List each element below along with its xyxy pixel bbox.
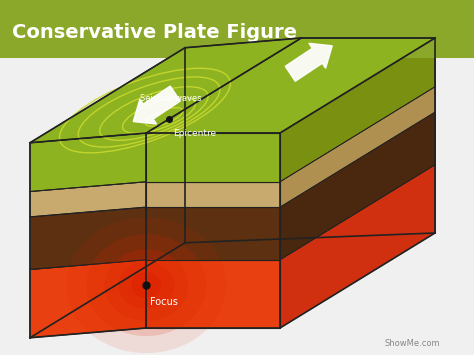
Polygon shape: [30, 207, 146, 269]
FancyArrow shape: [133, 86, 180, 124]
Polygon shape: [301, 112, 435, 165]
Polygon shape: [280, 112, 435, 260]
Ellipse shape: [104, 250, 188, 321]
Bar: [0, 0, 474, 58]
Polygon shape: [146, 182, 280, 207]
Text: Epicentre: Epicentre: [173, 129, 217, 138]
Polygon shape: [280, 165, 435, 328]
Polygon shape: [280, 87, 435, 207]
Polygon shape: [30, 182, 146, 217]
Ellipse shape: [131, 272, 161, 298]
Polygon shape: [146, 207, 280, 260]
Text: Seismic waves: Seismic waves: [140, 94, 201, 103]
Polygon shape: [185, 112, 301, 175]
Text: ShowMe.com: ShowMe.com: [384, 339, 440, 348]
Polygon shape: [280, 38, 435, 182]
Polygon shape: [185, 38, 301, 97]
Polygon shape: [30, 38, 301, 143]
Polygon shape: [301, 87, 435, 112]
Polygon shape: [146, 260, 280, 328]
Polygon shape: [146, 133, 280, 182]
Polygon shape: [301, 165, 435, 233]
Text: Focus: Focus: [150, 297, 178, 307]
FancyArrow shape: [285, 43, 332, 81]
Ellipse shape: [86, 234, 206, 336]
Polygon shape: [146, 38, 435, 133]
Polygon shape: [30, 260, 146, 338]
Polygon shape: [301, 38, 435, 87]
Ellipse shape: [66, 217, 226, 353]
Text: Conservative Plate Figure: Conservative Plate Figure: [12, 22, 297, 42]
Polygon shape: [30, 133, 146, 191]
Polygon shape: [185, 87, 301, 122]
Polygon shape: [185, 165, 301, 243]
Ellipse shape: [118, 261, 174, 309]
